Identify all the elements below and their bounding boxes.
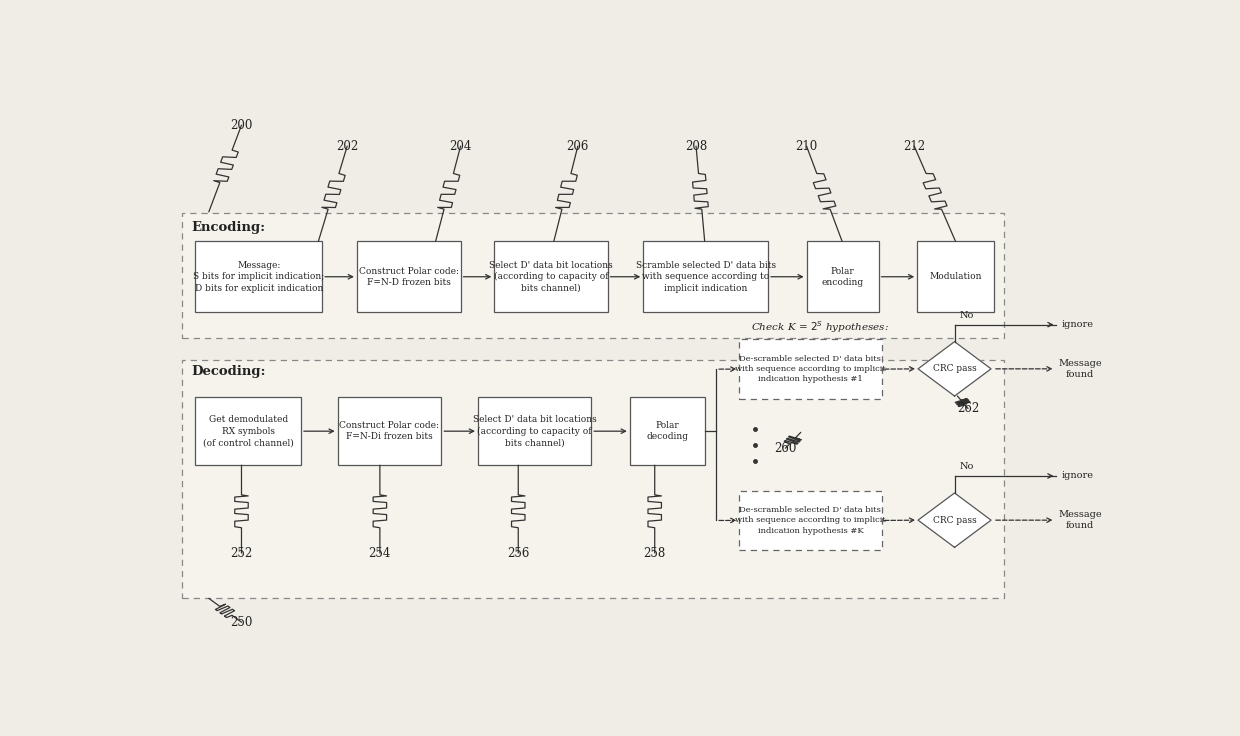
Text: 208: 208 (684, 140, 707, 152)
Text: Message:
S bits for implicit indication;
D bits for explicit indication: Message: S bits for implicit indication;… (193, 261, 325, 293)
Text: Polar
encoding: Polar encoding (822, 266, 863, 287)
Text: ignore: ignore (1061, 320, 1094, 329)
Text: Polar
decoding: Polar decoding (646, 421, 688, 442)
Text: 210: 210 (795, 140, 817, 152)
Text: Decoding:: Decoding: (191, 365, 267, 378)
Text: Message
found: Message found (1058, 511, 1102, 530)
Text: No: No (960, 311, 973, 320)
Text: Modulation: Modulation (929, 272, 982, 281)
Text: Construct Polar code:
F=N-Di frozen bits: Construct Polar code: F=N-Di frozen bits (340, 421, 439, 442)
Text: 212: 212 (903, 140, 925, 152)
Text: Encoding:: Encoding: (191, 221, 265, 234)
FancyBboxPatch shape (739, 339, 882, 399)
FancyBboxPatch shape (357, 241, 460, 312)
FancyBboxPatch shape (182, 213, 1003, 338)
Text: 202: 202 (336, 140, 358, 152)
Text: De-scramble selected D' data bits
with sequence according to implicit
indication: De-scramble selected D' data bits with s… (735, 355, 885, 383)
Text: No: No (960, 462, 973, 472)
Text: 254: 254 (368, 547, 391, 559)
Text: Check K = $2^S$ hypotheses:: Check K = $2^S$ hypotheses: (751, 319, 889, 336)
FancyBboxPatch shape (182, 361, 1003, 598)
Text: 250: 250 (231, 616, 253, 629)
Polygon shape (918, 342, 991, 396)
FancyBboxPatch shape (806, 241, 879, 312)
Text: 260: 260 (774, 442, 796, 455)
Text: 252: 252 (231, 547, 253, 559)
FancyBboxPatch shape (644, 241, 768, 312)
Text: Get demodulated
RX symbols
(of control channel): Get demodulated RX symbols (of control c… (203, 415, 294, 447)
Text: 200: 200 (231, 118, 253, 132)
Text: Select D' data bit locations
(according to capacity of
bits channel): Select D' data bit locations (according … (489, 261, 613, 293)
Text: Message
found: Message found (1058, 359, 1102, 378)
Polygon shape (918, 493, 991, 548)
Text: De-scramble selected D' data bits
with sequence according to implicit
indication: De-scramble selected D' data bits with s… (735, 506, 885, 534)
FancyBboxPatch shape (495, 241, 608, 312)
Text: 256: 256 (507, 547, 529, 559)
FancyBboxPatch shape (196, 397, 301, 465)
FancyBboxPatch shape (337, 397, 441, 465)
FancyBboxPatch shape (630, 397, 704, 465)
FancyBboxPatch shape (196, 241, 322, 312)
Text: 258: 258 (644, 547, 666, 559)
FancyBboxPatch shape (918, 241, 994, 312)
Text: ignore: ignore (1061, 472, 1094, 481)
Text: Construct Polar code:
F=N-D frozen bits: Construct Polar code: F=N-D frozen bits (358, 266, 459, 287)
FancyBboxPatch shape (739, 491, 882, 551)
Text: CRC pass: CRC pass (932, 516, 976, 525)
Text: CRC pass: CRC pass (932, 364, 976, 373)
Text: 262: 262 (957, 402, 980, 415)
FancyBboxPatch shape (477, 397, 591, 465)
Text: Scramble selected D' data bits
with sequence according to
implicit indication: Scramble selected D' data bits with sequ… (636, 261, 776, 293)
Text: 206: 206 (567, 140, 589, 152)
Text: 204: 204 (449, 140, 471, 152)
Text: Select D' data bit locations
(according to capacity of
bits channel): Select D' data bit locations (according … (472, 415, 596, 447)
